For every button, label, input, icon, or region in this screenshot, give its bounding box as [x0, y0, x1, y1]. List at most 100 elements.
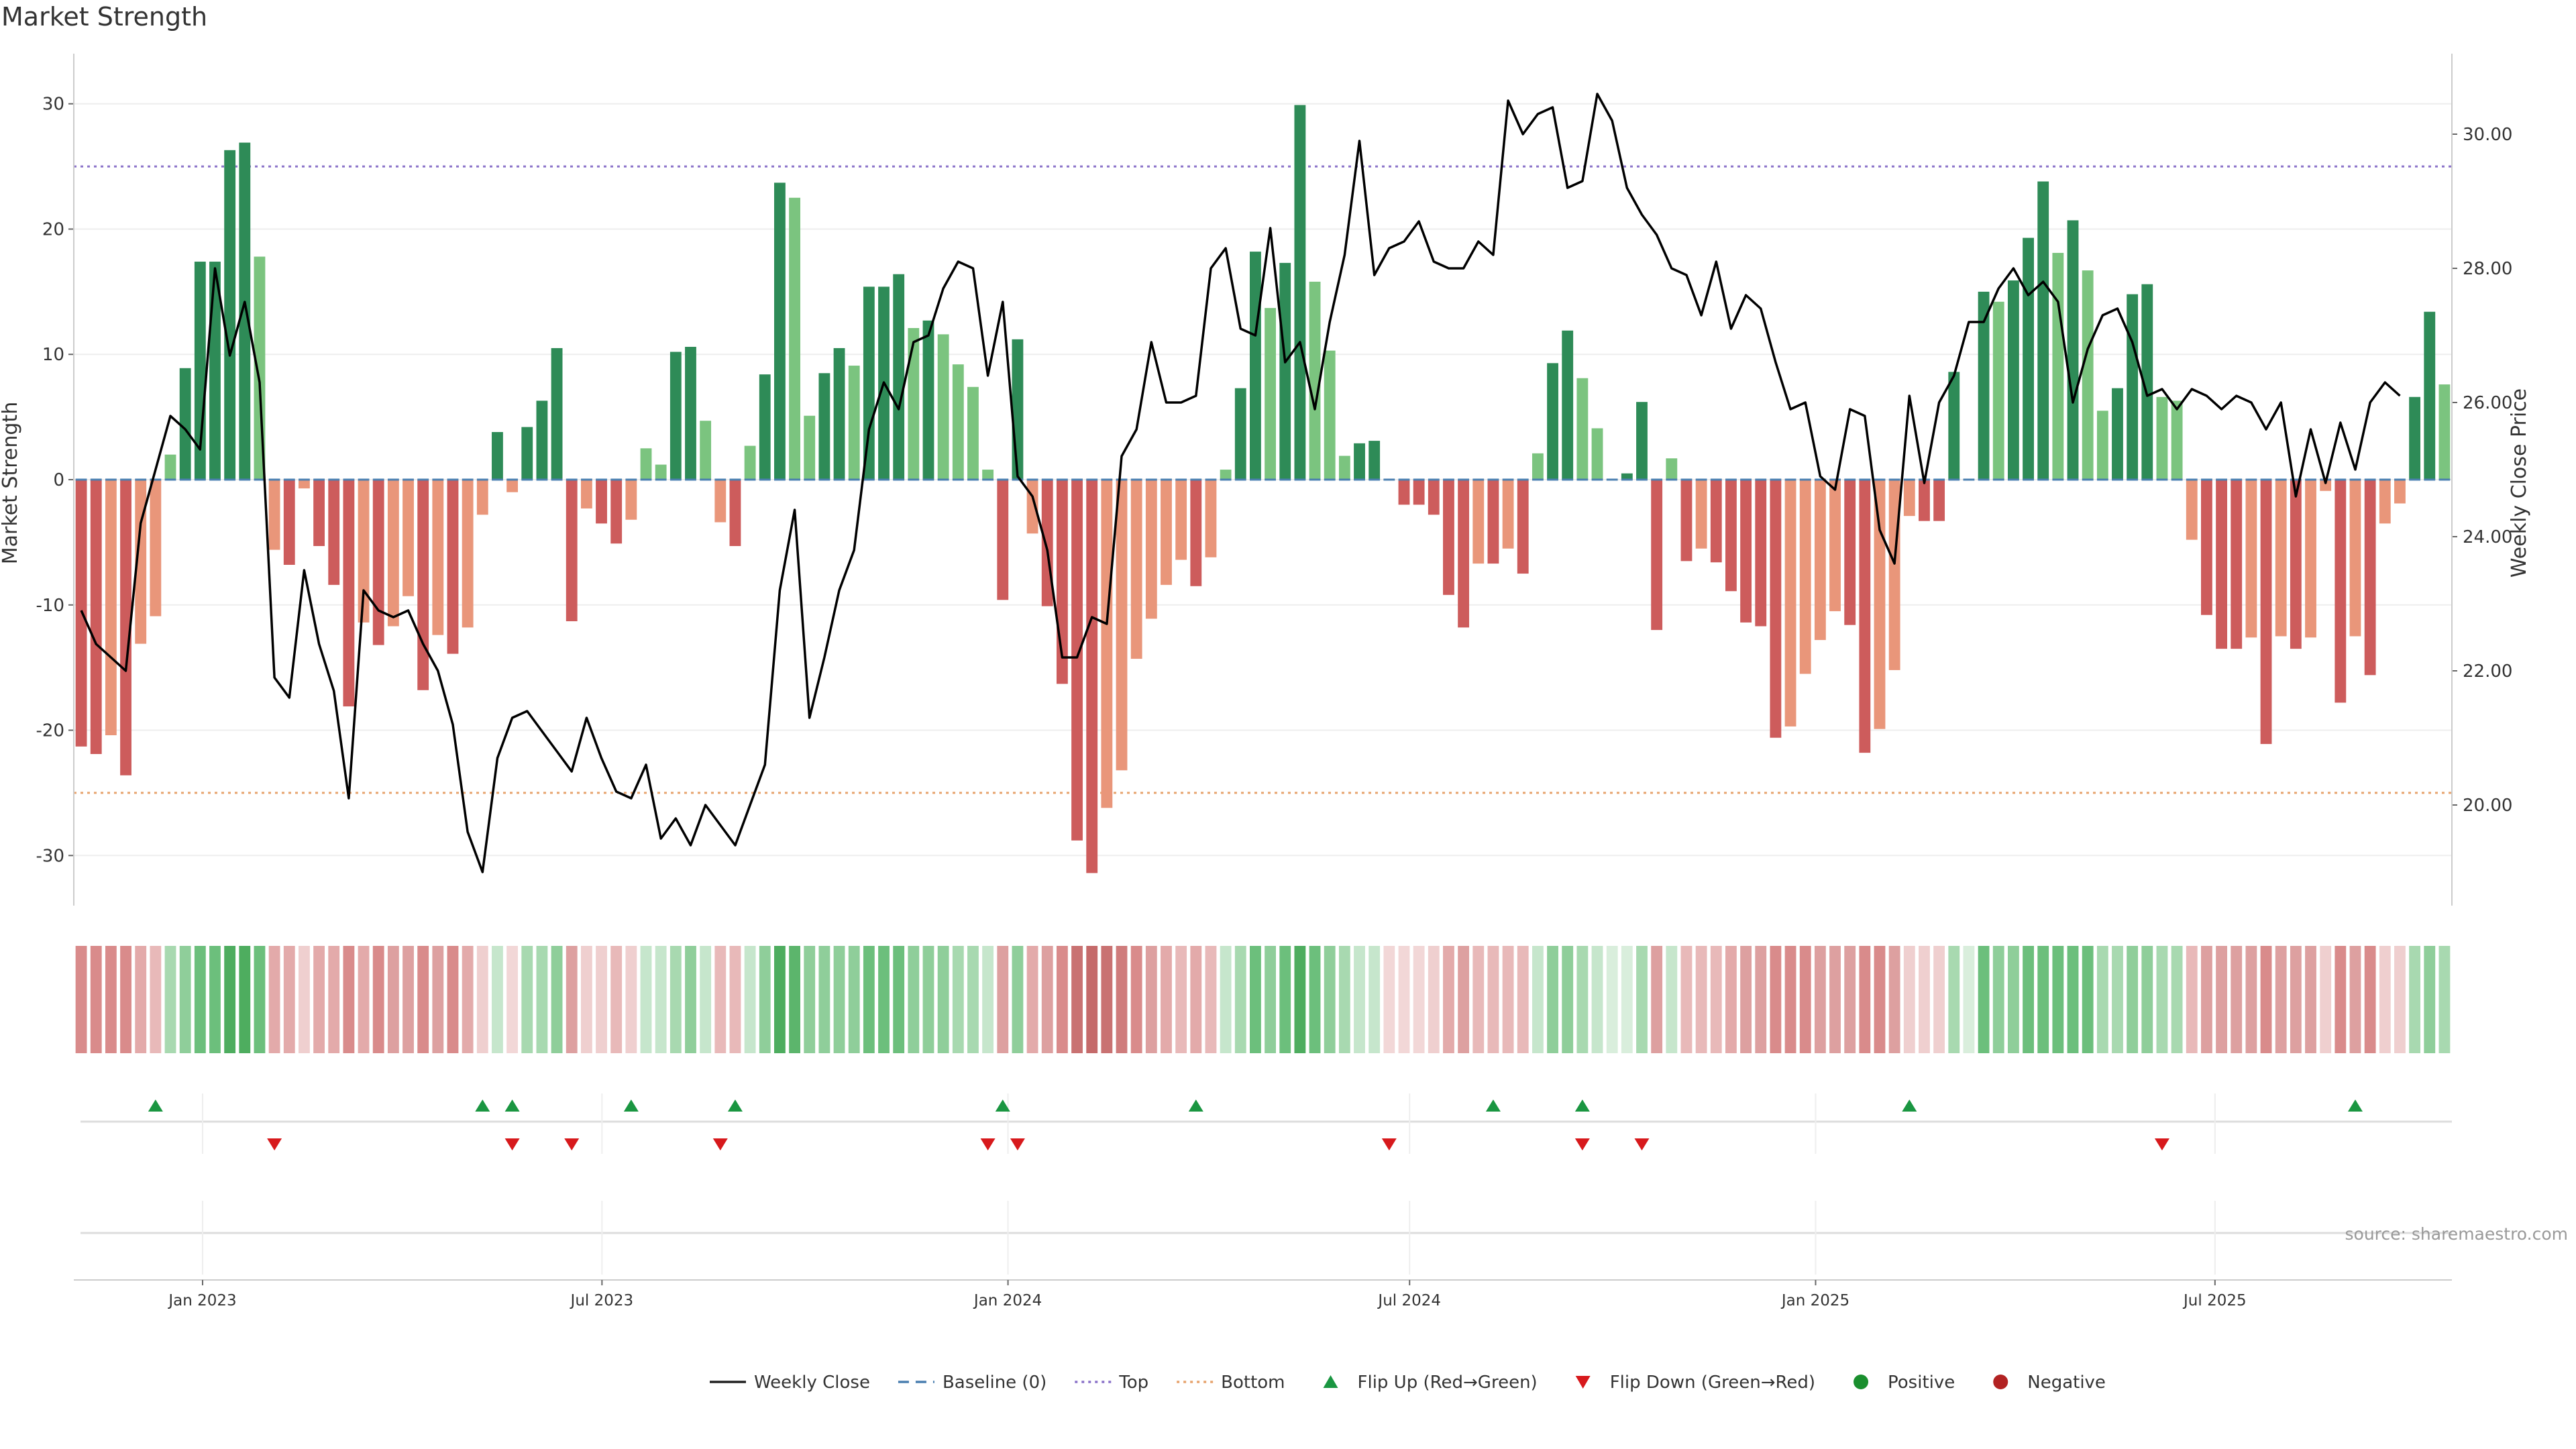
y-right-tick-label: 30.00 — [2463, 125, 2512, 145]
strength-bar — [2245, 480, 2257, 638]
heat-strip-cell — [714, 946, 727, 1053]
strength-bar — [299, 480, 310, 489]
strength-bar — [462, 480, 474, 628]
legend-swatch — [1323, 1375, 1338, 1388]
strength-bar — [1279, 262, 1291, 480]
strength-bar — [1071, 480, 1083, 841]
heat-strip-cell — [1919, 946, 1930, 1053]
heat-strip-cell — [2438, 946, 2451, 1053]
heat-strip-cell — [1487, 946, 1499, 1053]
heat-strip-cell — [1755, 946, 1767, 1053]
heat-strip-cell — [402, 946, 414, 1053]
heat-strip-cell — [2379, 946, 2391, 1053]
heat-strip-cell — [1562, 946, 1574, 1053]
y-left-tick-label: -20 — [36, 721, 64, 741]
strength-bar — [283, 480, 295, 565]
strength-bar — [164, 454, 176, 480]
heat-strip-cell — [1695, 946, 1707, 1053]
heat-strip-cell — [313, 946, 325, 1053]
strength-bar — [1859, 480, 1871, 753]
strength-bar — [1948, 372, 1960, 480]
heat-strip-cell — [2141, 946, 2153, 1053]
legend: Weekly Close Baseline (0) Top Bottom Flip Up… — [710, 1373, 2106, 1393]
heat-strip-cell — [2156, 946, 2168, 1053]
strength-bar — [640, 448, 652, 480]
heat-strip-cell — [1903, 946, 1915, 1053]
chart-title: Market Strength — [1, 2, 207, 32]
strength-bar — [1710, 480, 1722, 563]
reference-lines — [74, 165, 2452, 794]
heat-strip-cell — [596, 946, 607, 1053]
heat-strip-cell — [268, 946, 280, 1053]
strength-bar — [2082, 270, 2094, 480]
heat-strip-cell — [1354, 946, 1365, 1053]
heat-strip-cell — [863, 946, 875, 1053]
strength-bar — [1354, 443, 1365, 480]
strength-bar — [744, 445, 756, 480]
heat-strip-cell — [2305, 946, 2316, 1053]
heat-strip-cell — [2424, 946, 2436, 1053]
strength-bar — [2037, 181, 2049, 480]
legend-label: Bottom — [1221, 1373, 1285, 1393]
heat-strip-cell — [194, 946, 206, 1053]
heat-strip-cell — [1250, 946, 1261, 1053]
heat-strip-cell — [1651, 946, 1663, 1053]
heat-strip-cell — [1621, 946, 1633, 1053]
strength-bar — [1234, 388, 1246, 480]
flip-up-marker — [2347, 1099, 2363, 1112]
legend-item: Weekly Close — [710, 1373, 870, 1393]
flip-down-marker — [980, 1138, 996, 1150]
strength-bar — [1621, 473, 1633, 480]
x-tick-label: Jul 2023 — [570, 1292, 634, 1309]
strength-bar — [580, 480, 592, 508]
heat-strip-cell — [997, 946, 1009, 1053]
heat-strip-cell — [2394, 946, 2406, 1053]
strength-bar — [804, 415, 816, 480]
flip-down-marker — [1634, 1138, 1650, 1150]
heat-strip-cell — [150, 946, 162, 1053]
heat-strip-cell — [625, 946, 637, 1053]
strength-bar — [893, 274, 905, 480]
y-axis-right-label: Weekly Close Price — [2508, 388, 2531, 578]
strength-bar — [432, 480, 444, 635]
heat-strip-cell — [2186, 946, 2198, 1053]
heat-strip-cell — [893, 946, 905, 1053]
heat-strip-cell — [492, 946, 503, 1053]
strength-bar — [1398, 480, 1410, 505]
legend-item: Positive — [1854, 1373, 1955, 1393]
strength-bar — [1265, 308, 1276, 480]
heat-strip-cell — [1145, 946, 1157, 1053]
heat-strip-cell — [1784, 946, 1796, 1053]
heat-strip-cell — [1770, 946, 1782, 1053]
y-left-tick-label: 30 — [42, 95, 64, 115]
heat-strip-cell — [1844, 946, 1856, 1053]
heat-strip-cell — [1161, 946, 1172, 1053]
strength-bar — [179, 368, 191, 480]
heat-strip-cell — [1859, 946, 1871, 1053]
heat-strip-cell — [1383, 946, 1395, 1053]
heat-strip-cell — [1265, 946, 1276, 1053]
heat-strip-cell — [2096, 946, 2108, 1053]
heat-strip-cell — [1309, 946, 1321, 1053]
flip-down-marker — [2154, 1138, 2169, 1150]
heat-strip-cell — [283, 946, 295, 1053]
strength-bar — [669, 352, 682, 480]
heat-strip-cell — [2067, 946, 2079, 1053]
strength-bar — [848, 366, 860, 480]
heat-strip-cell — [75, 946, 87, 1053]
y-right-tick-label: 20.00 — [2463, 796, 2512, 816]
strength-bar — [90, 480, 102, 755]
strength-bar — [1116, 480, 1128, 771]
x-tick-label: Jan 2023 — [167, 1292, 236, 1309]
heat-strip-cell — [506, 946, 519, 1053]
strength-bar — [120, 480, 131, 775]
strength-bar — [1324, 350, 1336, 480]
strength-bar — [1755, 480, 1767, 627]
x-tick-label: Jul 2025 — [2182, 1292, 2247, 1309]
strength-bar — [2156, 396, 2168, 480]
heat-strip-cell — [224, 946, 236, 1053]
flip-up-marker — [995, 1099, 1010, 1112]
heat-strip-cell — [299, 946, 310, 1053]
strength-bar — [1205, 480, 1217, 557]
heat-strip-cell — [2082, 946, 2094, 1053]
